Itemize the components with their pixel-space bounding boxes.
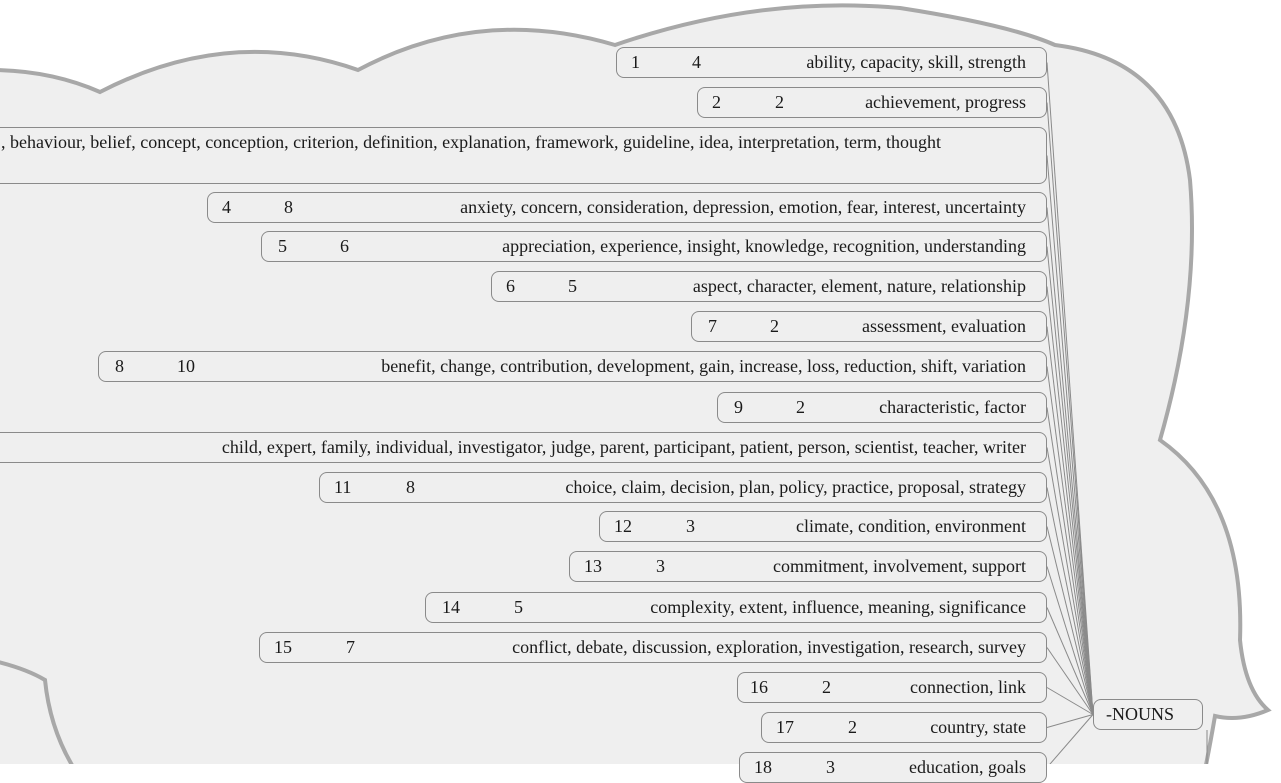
cluster-id: 4 — [222, 197, 231, 217]
cluster-terms: ability, capacity, skill, strength — [806, 52, 1026, 72]
cluster-terms: achievement, progress — [865, 92, 1026, 112]
cluster-id: 6 — [506, 276, 515, 296]
cluster-node-6: 6 5 aspect, character, element, nature, … — [491, 271, 1047, 302]
cluster-terms: education, goals — [909, 757, 1026, 777]
cluster-terms: choice, claim, decision, plan, policy, p… — [565, 477, 1026, 497]
cluster-count: 6 — [340, 236, 349, 256]
cluster-count: 2 — [796, 397, 805, 417]
cluster-count: 2 — [822, 677, 831, 697]
cluster-id: 7 — [708, 316, 717, 336]
cluster-node-4: 4 8 anxiety, concern, consideration, dep… — [207, 192, 1047, 223]
cluster-terms: complexity, extent, influence, meaning, … — [650, 597, 1026, 617]
cluster-id: 17 — [776, 717, 794, 737]
cluster-id: 13 — [584, 556, 602, 576]
cluster-terms: characteristic, factor — [879, 397, 1026, 417]
cluster-node-10: child, expert, family, individual, inves… — [0, 432, 1047, 463]
cluster-terms: country, state — [930, 717, 1026, 737]
cluster-terms: assessment, evaluation — [862, 316, 1026, 336]
cluster-terms: , behaviour, belief, concept, conception… — [1, 132, 941, 152]
cluster-node-13: 13 3 commitment, involvement, support — [569, 551, 1047, 582]
cluster-node-3: , behaviour, belief, concept, conception… — [0, 127, 1047, 184]
cluster-node-11: 11 8 choice, claim, decision, plan, poli… — [319, 472, 1047, 503]
cluster-count: 8 — [406, 477, 415, 497]
cluster-count: 5 — [514, 597, 523, 617]
cluster-count: 4 — [692, 52, 701, 72]
cluster-node-12: 12 3 climate, condition, environment — [599, 511, 1047, 542]
cluster-node-2: 2 2 achievement, progress — [697, 87, 1047, 118]
cluster-terms: child, expert, family, individual, inves… — [221, 437, 1026, 457]
cluster-id: 18 — [754, 757, 772, 777]
cluster-count: 2 — [848, 717, 857, 737]
cluster-node-18: 18 3 education, goals — [739, 752, 1047, 783]
cluster-count: 8 — [284, 197, 293, 217]
cluster-node-7: 7 2 assessment, evaluation — [691, 311, 1047, 342]
cluster-terms: appreciation, experience, insight, knowl… — [502, 236, 1026, 256]
cluster-node-17: 17 2 country, state — [761, 712, 1047, 743]
cluster-count: 7 — [346, 637, 355, 657]
cluster-count: 3 — [686, 516, 695, 536]
cluster-count: 2 — [775, 92, 784, 112]
root-node-nouns: -NOUNS — [1093, 699, 1203, 730]
cluster-node-9: 9 2 characteristic, factor — [717, 392, 1047, 423]
cluster-node-5: 5 6 appreciation, experience, insight, k… — [261, 231, 1047, 262]
cluster-terms: connection, link — [910, 677, 1026, 697]
cluster-terms: aspect, character, element, nature, rela… — [692, 276, 1026, 296]
cluster-node-8: 8 10 benefit, change, contribution, deve… — [98, 351, 1047, 382]
cluster-count: 2 — [770, 316, 779, 336]
cluster-id: 2 — [712, 92, 721, 112]
cluster-id: 9 — [734, 397, 743, 417]
cluster-id: 1 — [631, 52, 640, 72]
cluster-terms: benefit, change, contribution, developme… — [381, 356, 1026, 376]
cluster-id: 5 — [278, 236, 287, 256]
cluster-node-15: 15 7 conflict, debate, discussion, explo… — [259, 632, 1047, 663]
cluster-node-16: 16 2 connection, link — [737, 672, 1047, 703]
cluster-node-1: 1 4 ability, capacity, skill, strength — [616, 47, 1047, 78]
cluster-terms: climate, condition, environment — [796, 516, 1026, 536]
cluster-id: 15 — [274, 637, 292, 657]
cluster-count: 5 — [568, 276, 577, 296]
cluster-count: 3 — [826, 757, 835, 777]
cluster-id: 16 — [750, 677, 768, 697]
cluster-count: 10 — [177, 356, 195, 376]
cluster-terms: commitment, involvement, support — [773, 556, 1026, 576]
cluster-id: 12 — [614, 516, 632, 536]
cluster-count: 3 — [656, 556, 665, 576]
cluster-id: 11 — [334, 477, 352, 497]
cluster-node-14: 14 5 complexity, extent, influence, mean… — [425, 592, 1047, 623]
cluster-terms: conflict, debate, discussion, exploratio… — [512, 637, 1026, 657]
cluster-id: 14 — [442, 597, 460, 617]
cluster-id: 8 — [115, 356, 124, 376]
cluster-terms: anxiety, concern, consideration, depress… — [460, 197, 1026, 217]
